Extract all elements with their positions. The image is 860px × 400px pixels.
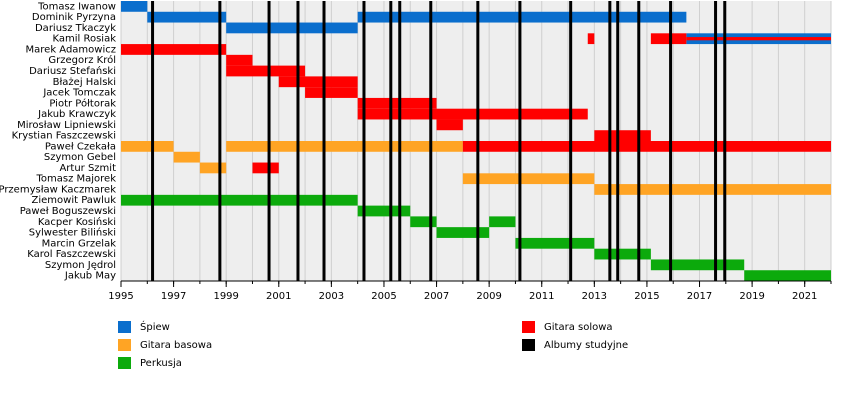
x-tick-label: 1995 — [108, 291, 133, 302]
member-label: Jakub May — [64, 271, 116, 282]
member-bar — [305, 87, 358, 98]
member-bar — [121, 1, 148, 12]
x-tick-label: 2003 — [319, 291, 344, 302]
legend-label: Gitara solowa — [544, 322, 613, 333]
member-bar — [587, 33, 595, 45]
x-tick-label: 1997 — [161, 291, 186, 302]
member-label: Tomasz Majorek — [35, 174, 116, 185]
member-label: Mirosław Lipniewski — [17, 120, 116, 131]
member-label: Przemysław Kaczmarek — [0, 184, 116, 195]
member-bar — [744, 270, 831, 281]
member-bar — [121, 194, 358, 206]
x-tick-label: 2021 — [792, 291, 817, 302]
legend-label: Perkusja — [140, 358, 182, 369]
member-label: Marcin Grzelak — [42, 238, 117, 249]
member-label: Piotr Półtorak — [49, 97, 116, 109]
member-label: Karol Faszczewski — [27, 249, 116, 260]
member-label: Sylwester Biliński — [29, 227, 116, 239]
member-bar — [173, 151, 200, 163]
x-tick-label: 2019 — [739, 291, 764, 302]
member-bar — [357, 11, 687, 23]
member-label: Ziemowit Pawluk — [32, 195, 117, 206]
member-bar — [357, 108, 588, 120]
member-bar — [199, 162, 227, 174]
member-bar — [226, 141, 463, 152]
member-bar — [594, 130, 651, 141]
member-bar — [515, 237, 595, 249]
member-label: Artur Szmit — [59, 163, 116, 174]
x-tick-label: 2009 — [476, 291, 501, 302]
legend-swatch — [118, 357, 131, 369]
member-bar — [650, 33, 687, 45]
member-bar — [121, 44, 227, 55]
member-bar — [594, 184, 831, 195]
legend-swatch — [118, 321, 131, 333]
member-label: Szymon Gebel — [44, 152, 116, 163]
member-bar — [650, 259, 745, 271]
member-label: Tomasz Iwanow — [37, 1, 116, 12]
member-label: Kacper Kosiński — [38, 216, 116, 228]
legend-label: Albumy studyjne — [544, 340, 628, 351]
member-bar — [121, 141, 174, 152]
member-bar — [226, 65, 306, 77]
x-tick-label: 1999 — [213, 291, 238, 302]
member-label: Marek Adamowicz — [26, 44, 116, 55]
x-tick-label: 2015 — [634, 291, 659, 302]
member-label: Grzegorz Król — [48, 54, 116, 66]
member-label: Paweł Boguszewski — [20, 206, 116, 217]
legend-swatch — [118, 339, 131, 351]
member-label: Błażej Halski — [53, 77, 116, 88]
x-tick-label: 2007 — [424, 291, 449, 302]
member-bar — [436, 227, 490, 238]
member-bar — [410, 216, 437, 228]
member-bar — [357, 205, 411, 217]
member-bar — [226, 54, 253, 66]
legend-swatch — [522, 321, 535, 333]
x-tick-label: 2011 — [529, 291, 554, 302]
member-label: Kamil Rosiak — [52, 34, 116, 45]
member-bar — [226, 22, 358, 34]
x-tick-label: 2017 — [687, 291, 712, 302]
member-bar — [357, 97, 437, 109]
member-bar — [686, 37, 831, 41]
legend-swatch — [522, 339, 535, 351]
member-label: Jakub Krawczyk — [37, 109, 116, 120]
member-bar — [278, 76, 358, 88]
x-tick-label: 2013 — [582, 291, 607, 302]
member-label: Dariusz Stefański — [29, 65, 116, 77]
member-bar — [147, 11, 227, 23]
member-bar — [252, 162, 279, 174]
member-label: Krystian Faszczewski — [12, 131, 116, 142]
x-tick-label: 2005 — [371, 291, 396, 302]
member-label: Szymon Jędrol — [45, 260, 116, 271]
member-label: Jacek Tomczak — [42, 88, 116, 99]
legend-label: Gitara basowa — [140, 340, 212, 351]
member-bar — [462, 173, 595, 185]
member-bar — [594, 248, 651, 260]
member-label: Paweł Czekała — [45, 141, 116, 152]
member-label: Dominik Pyrzyna — [32, 12, 116, 23]
member-bar — [489, 216, 516, 228]
member-label: Dariusz Tkaczyk — [35, 23, 116, 34]
member-bar — [436, 119, 463, 131]
x-tick-label: 2001 — [266, 291, 291, 302]
member-bar — [462, 141, 831, 152]
legend-label: Śpiew — [140, 320, 170, 333]
